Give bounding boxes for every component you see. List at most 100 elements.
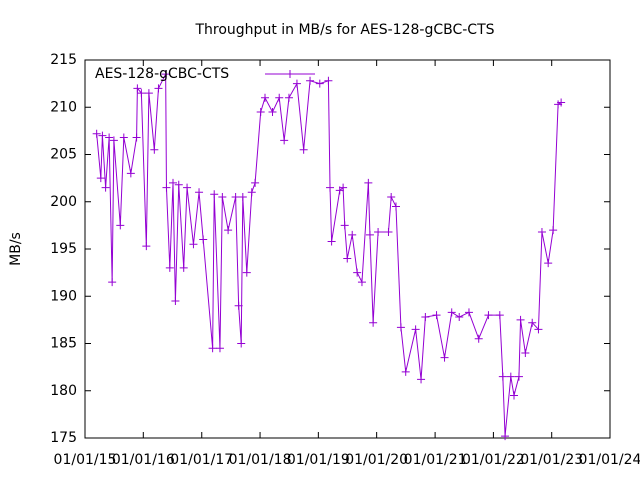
- point-marker: [495, 311, 504, 320]
- point-marker: [339, 183, 348, 192]
- point-marker: [411, 325, 420, 334]
- point-marker: [534, 325, 543, 334]
- point-marker: [528, 318, 537, 327]
- x-tick-label: 01/01/20: [345, 452, 408, 468]
- point-marker: [501, 432, 510, 441]
- point-marker: [484, 311, 493, 320]
- point-marker: [268, 107, 277, 116]
- point-marker: [144, 89, 153, 98]
- y-tick-label: 175: [50, 430, 77, 446]
- y-tick-label: 180: [50, 383, 77, 399]
- point-marker: [242, 268, 251, 277]
- point-marker: [280, 136, 289, 145]
- point-marker: [275, 93, 284, 102]
- point-marker: [161, 70, 170, 79]
- point-marker: [183, 183, 192, 192]
- x-tick-label: 01/01/22: [462, 452, 525, 468]
- point-marker: [132, 133, 141, 142]
- point-marker: [348, 230, 357, 239]
- point-marker: [327, 237, 336, 246]
- x-tick-label: 01/01/21: [404, 452, 467, 468]
- point-marker: [256, 107, 265, 116]
- x-tick-label: 01/01/23: [520, 452, 583, 468]
- point-marker: [353, 268, 362, 277]
- point-marker: [179, 263, 188, 272]
- point-marker: [98, 131, 107, 140]
- point-marker: [374, 227, 383, 236]
- point-marker: [324, 76, 333, 85]
- point-marker: [119, 133, 128, 142]
- point-marker: [234, 301, 243, 310]
- point-marker: [116, 221, 125, 230]
- point-marker: [417, 375, 426, 384]
- point-marker: [557, 98, 566, 107]
- point-marker: [498, 372, 507, 381]
- point-marker: [340, 221, 349, 230]
- point-marker: [150, 145, 159, 154]
- point-marker: [215, 344, 224, 353]
- point-marker: [387, 193, 396, 202]
- point-marker: [364, 178, 373, 187]
- legend-label: AES-128-gCBC-CTS: [95, 66, 229, 82]
- x-tick-label: 01/01/24: [579, 452, 640, 468]
- point-marker: [126, 169, 135, 178]
- point-marker: [189, 240, 198, 249]
- point-marker: [514, 372, 523, 381]
- point-marker: [224, 226, 233, 235]
- point-marker: [237, 339, 246, 348]
- point-marker: [447, 308, 456, 317]
- point-marker: [109, 136, 118, 145]
- point-marker: [440, 353, 449, 362]
- point-marker: [218, 193, 227, 202]
- point-marker: [210, 190, 219, 199]
- point-marker: [474, 334, 483, 343]
- point-marker: [549, 226, 558, 235]
- point-marker: [421, 313, 430, 322]
- point-marker: [401, 367, 410, 376]
- point-marker: [455, 313, 464, 322]
- point-marker: [510, 391, 519, 400]
- point-marker: [208, 344, 217, 353]
- x-tick-label: 01/01/17: [170, 452, 233, 468]
- point-marker: [154, 84, 163, 93]
- point-marker: [165, 263, 174, 272]
- point-marker: [169, 178, 178, 187]
- y-axis-label: MB/s: [8, 232, 24, 266]
- point-marker: [299, 145, 308, 154]
- point-marker: [357, 278, 366, 287]
- point-marker: [537, 227, 546, 236]
- point-marker: [464, 308, 473, 317]
- legend-swatch: [265, 70, 315, 78]
- y-tick-label: 185: [50, 336, 77, 352]
- series-line: [96, 73, 562, 437]
- point-marker: [101, 183, 110, 192]
- point-marker: [521, 348, 530, 357]
- y-tick-label: 195: [50, 241, 77, 257]
- point-marker: [432, 311, 441, 320]
- y-tick-label: 190: [50, 288, 77, 304]
- point-marker: [306, 76, 315, 85]
- point-marker: [396, 323, 405, 332]
- point-marker: [365, 230, 374, 239]
- x-tick-label: 01/01/18: [229, 452, 292, 468]
- point-marker: [292, 79, 301, 88]
- point-marker: [315, 79, 324, 88]
- point-marker: [108, 278, 117, 287]
- y-tick-label: 215: [50, 52, 77, 68]
- y-tick-label: 210: [50, 99, 77, 115]
- x-tick-label: 01/01/15: [54, 452, 117, 468]
- point-marker: [105, 133, 114, 142]
- point-marker: [171, 296, 180, 305]
- point-marker: [391, 202, 400, 211]
- point-marker: [238, 193, 247, 202]
- point-marker: [261, 93, 270, 102]
- point-marker: [231, 193, 240, 202]
- point-marker: [162, 183, 171, 192]
- point-marker: [384, 227, 393, 236]
- point-marker: [174, 180, 183, 189]
- point-marker: [199, 235, 208, 244]
- plot-border: [84, 59, 611, 439]
- point-marker: [142, 242, 151, 251]
- x-tick-label: 01/01/16: [112, 452, 175, 468]
